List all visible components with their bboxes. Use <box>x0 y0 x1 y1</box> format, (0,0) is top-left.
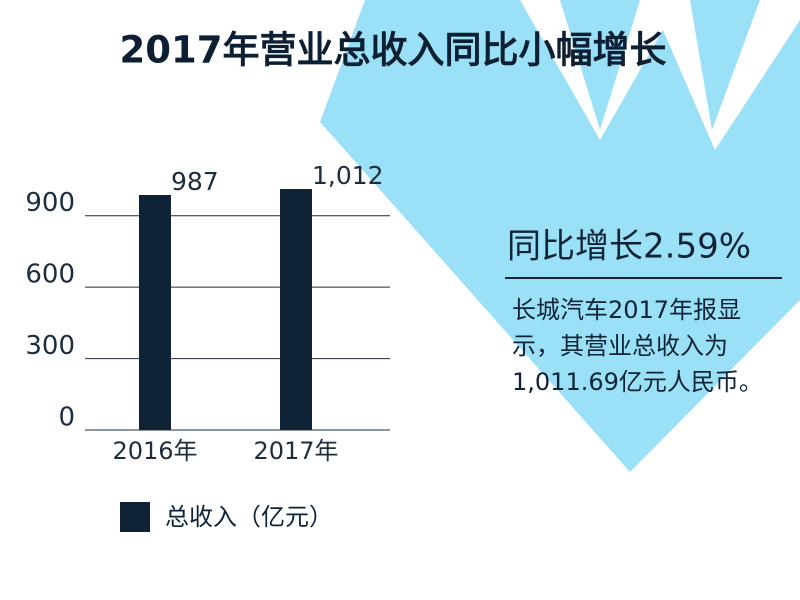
chart-title: 2017年营业总收入同比小幅增长 <box>120 29 667 72</box>
y-tick-label: 900 <box>25 188 75 218</box>
arrow-cutout <box>520 0 680 140</box>
background-arrow <box>320 0 800 472</box>
headline: 同比增长2.59% <box>507 227 751 267</box>
y-tick-label: 0 <box>58 403 75 433</box>
data-label: 987 <box>171 167 219 196</box>
x-tick-label: 2017年 <box>253 437 338 465</box>
y-tick-label: 600 <box>25 260 75 290</box>
body-text: 长城汽车2017年报显示，其营业总收入为1,011.69亿元人民币。 <box>512 296 763 396</box>
x-tick-label: 2016年 <box>112 437 197 465</box>
arrow-cutout <box>650 0 800 150</box>
bar <box>280 189 312 430</box>
bar <box>139 195 171 430</box>
data-label: 1,012 <box>312 161 384 190</box>
y-tick-label: 300 <box>25 331 75 361</box>
legend-label: 总收入（亿元） <box>165 503 333 531</box>
legend-swatch <box>120 502 150 532</box>
